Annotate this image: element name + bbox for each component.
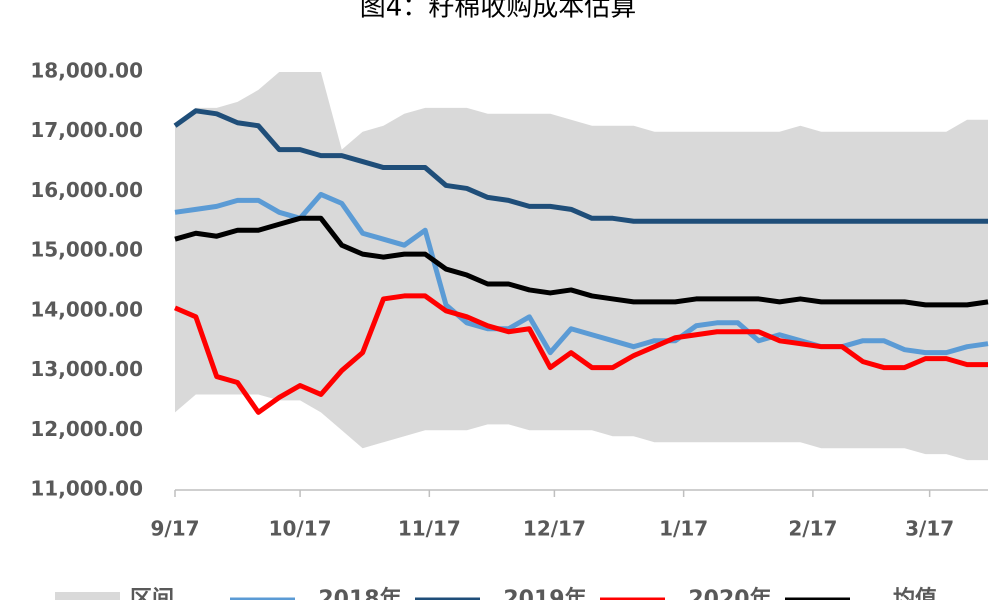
series-line (174, 293, 988, 415)
y-tick-label: 16,000.00 (30, 178, 143, 202)
y-tick-label: 14,000.00 (30, 297, 143, 321)
y-tick-label: 11,000.00 (30, 477, 143, 501)
y-tick-label: 17,000.00 (30, 118, 143, 142)
legend-label: 2020年 (688, 586, 771, 600)
x-tick-label: 2/17 (788, 517, 837, 541)
series-line (174, 191, 989, 356)
legend-label: 2018年 (318, 586, 401, 600)
chart-title: 图4：籽棉收购成本估算 (360, 0, 637, 23)
legend-swatch (55, 592, 120, 600)
y-tick-label: 18,000.00 (30, 59, 143, 83)
x-tick-label: 9/17 (150, 517, 199, 541)
x-tick-label: 11/17 (398, 517, 461, 541)
x-tick-label: 12/17 (523, 517, 586, 541)
series-line (173, 108, 988, 224)
x-tick-label: 1/17 (659, 517, 708, 541)
legend-label: 2019年 (503, 586, 586, 600)
series-line (174, 215, 989, 308)
legend-label: 区间 (130, 587, 174, 600)
y-tick-label: 15,000.00 (30, 238, 143, 262)
y-tick-label: 13,000.00 (30, 357, 143, 381)
legend-label: 均值 (893, 586, 937, 600)
x-tick-label: 10/17 (269, 517, 332, 541)
x-tick-label: 3/17 (905, 517, 954, 541)
y-tick-label: 12,000.00 (30, 417, 143, 441)
range-area (175, 72, 988, 461)
